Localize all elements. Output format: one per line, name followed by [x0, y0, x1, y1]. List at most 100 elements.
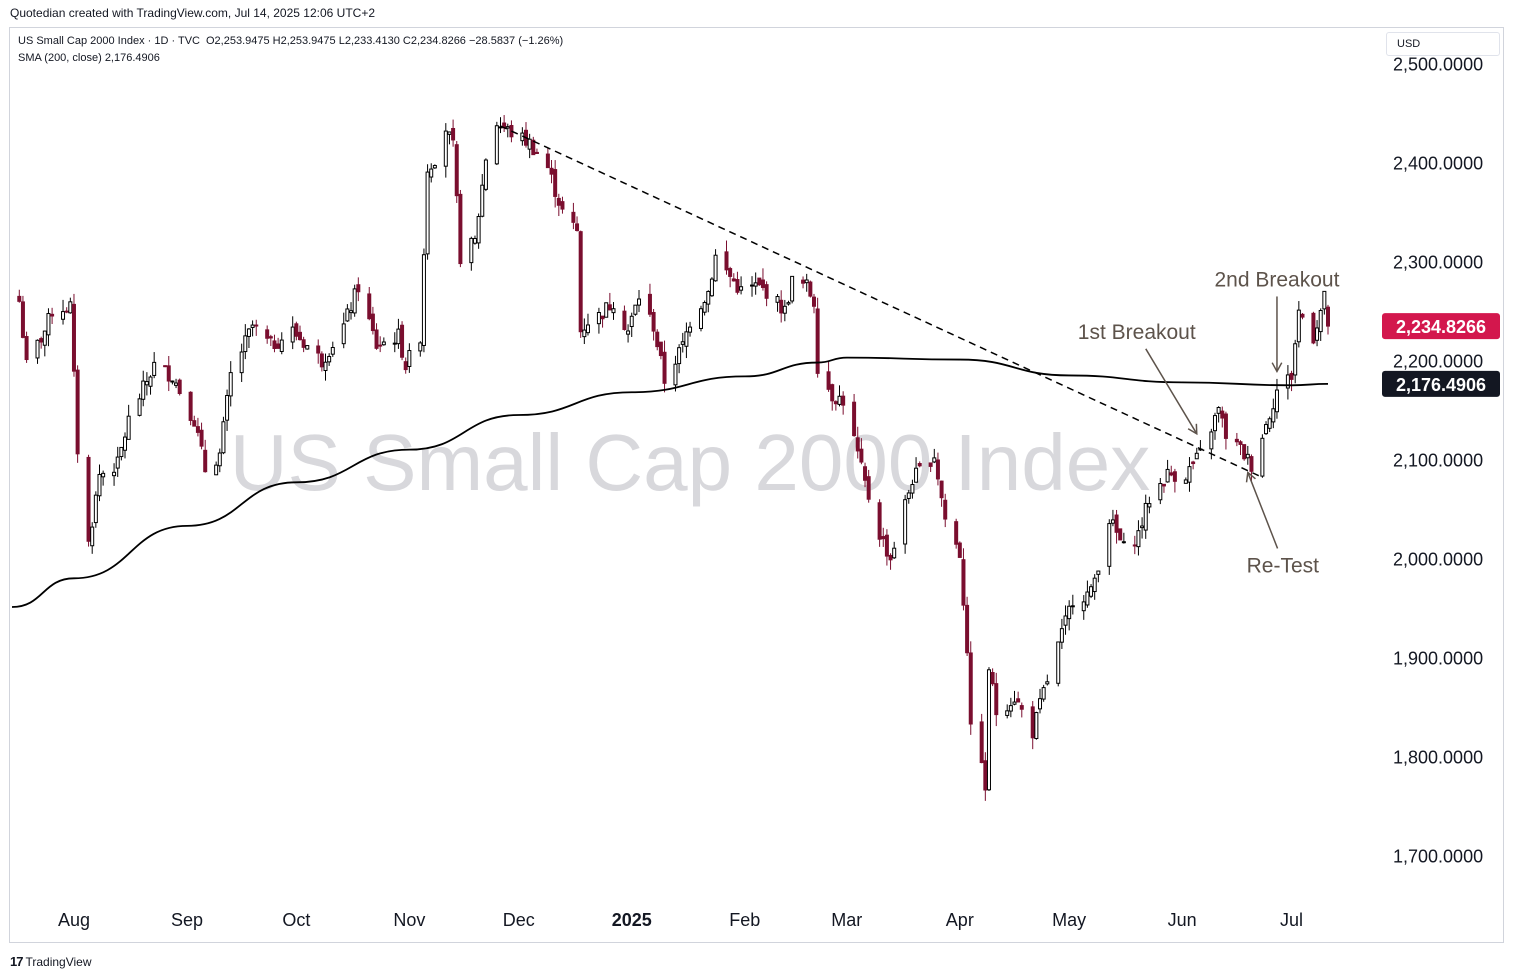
candle — [90, 522, 95, 554]
candle — [863, 462, 868, 488]
candle — [651, 308, 656, 341]
annotation[interactable]: Re-Test — [1245, 470, 1320, 577]
candle — [545, 147, 550, 169]
candle — [228, 361, 233, 407]
candle — [753, 272, 758, 295]
candle — [556, 193, 561, 217]
candle — [957, 541, 962, 558]
candle — [1096, 570, 1101, 583]
candle — [673, 355, 678, 392]
candle — [724, 240, 729, 275]
candle — [458, 189, 463, 268]
candle — [735, 271, 740, 295]
candle — [35, 339, 40, 364]
candle — [1030, 701, 1035, 750]
candle — [713, 249, 718, 282]
candle — [826, 361, 831, 392]
candle — [400, 321, 405, 361]
candle — [1063, 605, 1068, 635]
candle — [1212, 412, 1217, 440]
candle — [775, 294, 780, 312]
candle — [524, 122, 529, 148]
candle — [1311, 311, 1316, 345]
last-price-label: 2,234.8266 — [1382, 313, 1500, 340]
candle — [1169, 465, 1174, 477]
candle — [472, 235, 477, 245]
candle — [990, 668, 995, 687]
candle — [254, 319, 259, 336]
candle — [553, 160, 558, 208]
candle — [396, 318, 401, 349]
trendline — [500, 125, 1263, 479]
candle — [655, 329, 660, 351]
candle — [1012, 690, 1017, 706]
candle — [177, 378, 182, 396]
candle — [502, 115, 507, 132]
candle — [1245, 445, 1250, 465]
candle — [39, 336, 44, 349]
candle — [301, 336, 306, 353]
candle — [1238, 440, 1243, 456]
x-tick-label: 2025 — [612, 910, 652, 930]
candle — [319, 351, 324, 372]
candle — [684, 322, 689, 359]
candle — [221, 416, 226, 455]
candle — [152, 352, 157, 379]
candle — [356, 277, 361, 302]
candle — [585, 313, 590, 336]
candle — [815, 297, 820, 378]
legend-indicator-row[interactable]: SMA (200, close) 2,176.4906 — [18, 52, 166, 64]
candle — [341, 312, 346, 349]
candle — [578, 230, 583, 338]
candle — [141, 370, 146, 407]
legend-symbol[interactable]: US Small Cap 2000 Index · 1D · TVC — [18, 35, 200, 47]
candle — [126, 404, 131, 440]
candle — [1041, 684, 1046, 702]
candle — [906, 489, 911, 504]
candle — [407, 343, 412, 373]
candle — [352, 284, 357, 317]
candle — [345, 304, 350, 322]
candle — [290, 316, 295, 350]
currency-selector[interactable]: USD — [1386, 32, 1500, 56]
candle — [1267, 416, 1272, 433]
candle — [782, 299, 787, 322]
candle — [148, 375, 153, 395]
candle — [246, 328, 251, 349]
annotation[interactable]: 1st Breakout — [1078, 321, 1198, 436]
candle — [1056, 641, 1061, 687]
candle — [1293, 339, 1298, 384]
candle — [881, 527, 886, 547]
y-tick-label: 2,500.0000 — [1393, 55, 1483, 75]
tradingview-logo[interactable]: 17 TradingView — [10, 954, 92, 969]
candle — [447, 131, 452, 145]
candle — [837, 385, 842, 407]
candle — [575, 216, 580, 232]
candle — [137, 393, 142, 417]
candle — [804, 273, 809, 292]
candle — [421, 248, 426, 353]
candle — [498, 117, 503, 134]
candle — [1143, 494, 1148, 539]
candle — [93, 491, 98, 528]
candle — [1016, 691, 1021, 703]
annotation[interactable]: 2nd Breakout — [1214, 268, 1340, 374]
candle — [1289, 370, 1294, 392]
candle — [392, 332, 397, 353]
candle — [1110, 509, 1115, 527]
candle — [534, 148, 539, 155]
candle — [123, 432, 128, 459]
legend-ohlc: O2,253.9475 H2,253.9475 L2,233.4130 C2,2… — [205, 35, 564, 47]
candle — [469, 236, 474, 271]
y-tick-label: 1,700.0000 — [1393, 846, 1483, 866]
candle — [1260, 434, 1265, 478]
candle — [97, 464, 102, 502]
candle — [1092, 574, 1097, 600]
candle — [731, 273, 736, 282]
candle — [1216, 406, 1221, 423]
candle — [451, 119, 456, 147]
candle — [225, 389, 230, 431]
candle — [1326, 304, 1330, 335]
candle — [527, 133, 532, 159]
